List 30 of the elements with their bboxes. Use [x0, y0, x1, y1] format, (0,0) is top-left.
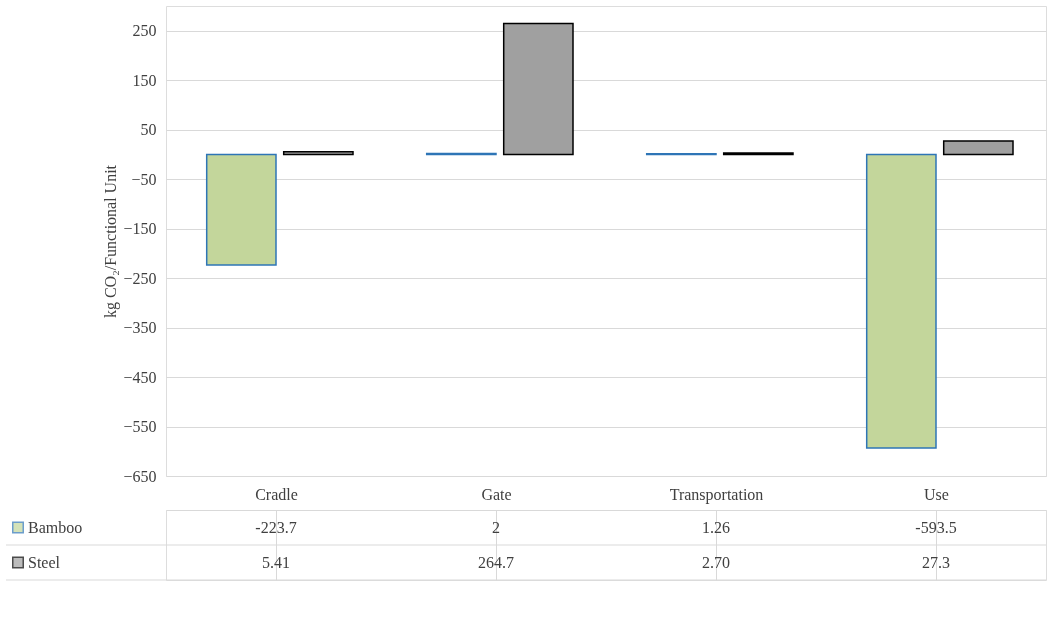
data-label: -223.7 [255, 518, 297, 536]
y-tick-label: −50 [131, 170, 157, 188]
data-label: 2 [492, 518, 500, 536]
bar [205, 153, 277, 266]
y-tick-label: −250 [123, 269, 157, 287]
data-label: 5.41 [262, 553, 290, 571]
legend-label: Bamboo [28, 518, 83, 536]
bar [942, 140, 1014, 156]
bar [865, 153, 937, 449]
y-tick-label: −550 [123, 418, 157, 436]
data-label: 264.7 [478, 553, 514, 571]
y-tick-label: 50 [140, 121, 157, 139]
y-tick-label: 250 [132, 22, 157, 40]
data-label: 2.70 [702, 553, 730, 571]
x-tick-label: Transportation [669, 485, 764, 504]
y-tick-label: −450 [123, 368, 157, 386]
y-tick-label: −350 [123, 319, 157, 337]
y-tick-label: −650 [123, 467, 157, 485]
y-axis-title: kg CO₂/Functional Unit [102, 164, 121, 319]
bar [282, 150, 354, 156]
x-tick-label: Cradle [255, 485, 298, 503]
y-tick-label: 150 [132, 71, 157, 89]
data-label: 27.3 [922, 553, 950, 571]
x-tick-label: Use [924, 485, 949, 503]
bar [502, 22, 574, 156]
data-label: 1.26 [702, 518, 730, 536]
data-label: -593.5 [915, 518, 957, 536]
x-tick-label: Gate [481, 485, 512, 503]
legend-label: Steel [28, 553, 61, 571]
y-tick-label: −150 [123, 220, 157, 238]
